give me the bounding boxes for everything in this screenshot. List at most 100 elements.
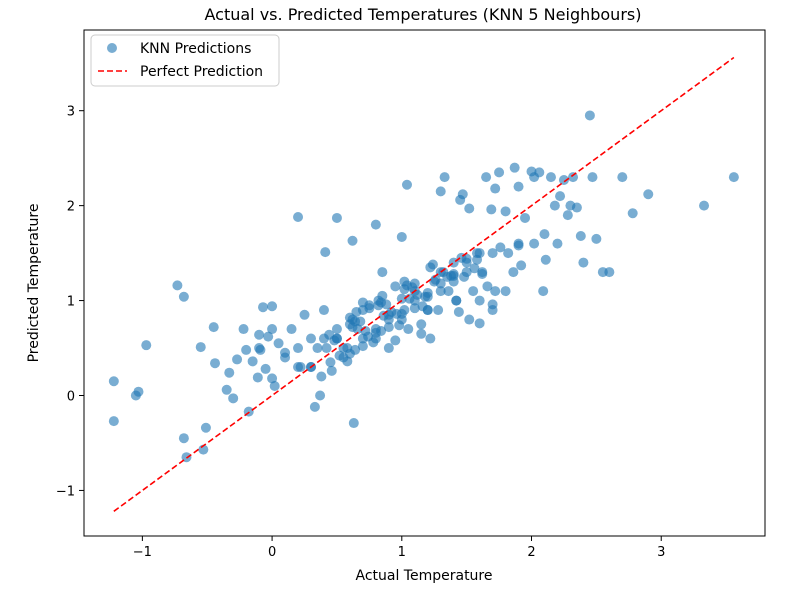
data-point — [604, 267, 615, 278]
y-tick-label: 0 — [67, 389, 75, 404]
data-point — [417, 301, 428, 312]
data-point — [627, 208, 638, 219]
chart-title: Actual vs. Predicted Temperatures (KNN 5… — [205, 5, 642, 24]
data-point — [368, 337, 379, 348]
data-point — [232, 354, 243, 365]
data-point — [513, 181, 524, 192]
scatter-points — [108, 110, 739, 463]
data-point — [326, 365, 337, 376]
data-point — [494, 167, 505, 178]
data-point — [643, 189, 654, 200]
data-point — [433, 305, 444, 316]
data-point — [464, 314, 475, 325]
data-point — [325, 357, 336, 368]
data-point — [477, 267, 488, 278]
data-point — [352, 324, 363, 335]
data-point — [540, 254, 551, 265]
perfect-prediction-line-group — [113, 56, 735, 512]
data-point — [396, 231, 407, 242]
data-point — [312, 343, 323, 354]
data-point — [258, 302, 269, 313]
data-point — [558, 174, 569, 185]
data-point — [108, 376, 119, 387]
data-point — [509, 162, 520, 173]
data-point — [208, 322, 219, 333]
data-point — [617, 172, 628, 183]
data-point — [539, 229, 550, 240]
data-point — [490, 183, 501, 194]
perfect-prediction-line — [113, 56, 735, 512]
data-point — [254, 343, 265, 354]
data-point — [383, 343, 394, 354]
legend-marker-knn — [107, 43, 117, 53]
data-point — [587, 172, 598, 183]
data-point — [295, 362, 306, 373]
data-point — [487, 299, 498, 310]
data-point — [453, 306, 464, 317]
data-point — [486, 204, 497, 215]
data-point — [457, 189, 468, 200]
data-point — [334, 350, 345, 361]
data-point — [728, 172, 739, 183]
x-tick-label: −1 — [133, 545, 152, 560]
data-point — [344, 348, 355, 359]
data-point — [241, 344, 252, 355]
data-point — [529, 238, 540, 249]
data-point — [321, 343, 332, 354]
data-point — [318, 305, 329, 316]
data-point — [435, 286, 446, 297]
data-point — [500, 286, 511, 297]
data-point — [293, 343, 304, 354]
data-point — [348, 418, 359, 429]
data-point — [347, 235, 358, 246]
data-point — [324, 329, 335, 340]
data-point — [448, 270, 459, 281]
data-point — [286, 324, 297, 335]
data-point — [399, 276, 410, 287]
data-point — [320, 247, 331, 258]
data-point — [383, 322, 394, 333]
data-point — [435, 186, 446, 197]
data-point — [269, 381, 280, 392]
data-point — [254, 329, 265, 340]
legend: KNN Predictions Perfect Prediction — [90, 34, 280, 87]
data-point — [468, 286, 479, 297]
data-point — [357, 297, 368, 308]
plot-frame — [83, 29, 766, 537]
data-point — [568, 172, 579, 183]
data-point — [508, 267, 519, 278]
y-axis-label: Predicted Temperature — [26, 204, 42, 363]
data-point — [500, 206, 511, 217]
data-point — [108, 416, 119, 427]
data-point — [172, 280, 183, 291]
data-point — [503, 248, 514, 259]
data-point — [378, 310, 389, 321]
data-point — [516, 260, 527, 271]
data-point — [538, 286, 549, 297]
data-point — [427, 259, 438, 270]
data-point — [425, 333, 436, 344]
data-point — [247, 356, 258, 367]
x-tick-label: 2 — [527, 545, 535, 560]
data-point — [293, 212, 304, 223]
y-tick-label: −1 — [56, 484, 75, 499]
y-tick-label: 3 — [67, 105, 75, 120]
data-point — [545, 172, 556, 183]
y-tick-label: 1 — [67, 295, 75, 310]
data-point — [267, 324, 278, 335]
data-point — [481, 172, 492, 183]
data-point — [584, 110, 595, 121]
data-point — [238, 324, 249, 335]
data-point — [461, 257, 472, 268]
data-point — [210, 358, 221, 369]
data-point — [416, 319, 427, 330]
data-point — [472, 248, 483, 259]
data-point — [435, 278, 446, 289]
data-point — [552, 238, 563, 249]
data-point — [267, 373, 278, 384]
data-point — [357, 341, 368, 352]
data-point — [520, 212, 531, 223]
data-point — [316, 371, 327, 382]
data-point — [474, 318, 485, 329]
legend-box — [90, 34, 280, 87]
